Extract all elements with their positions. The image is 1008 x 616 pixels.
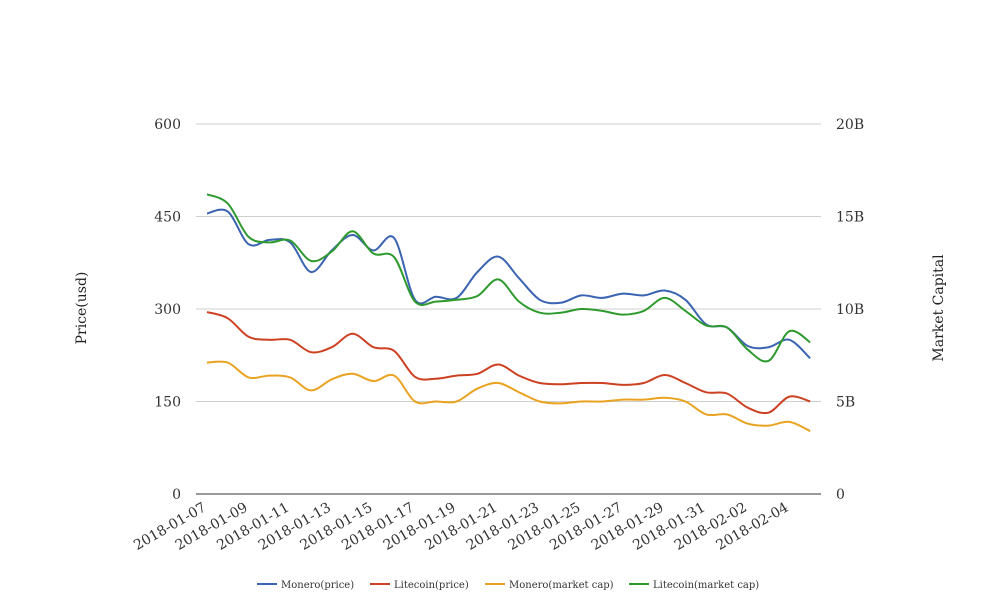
series-line-litecoin-market-cap xyxy=(206,193,811,363)
y2-tick-label: 10B xyxy=(836,302,864,318)
legend-label-monero-price: Monero(price) xyxy=(281,580,354,591)
grid-lines xyxy=(196,123,821,402)
left-axis-ticks: 0 150 300 450 600 xyxy=(154,117,181,503)
y-tick-label: 150 xyxy=(154,395,181,411)
legend-label-monero-market-cap: Monero(market cap) xyxy=(509,580,614,591)
y-tick-label: 0 xyxy=(172,487,181,503)
y-axis-title: Price(usd) xyxy=(74,272,90,345)
y2-tick-label: 15B xyxy=(836,210,864,226)
y-tick-label: 300 xyxy=(154,302,181,318)
series-line-monero-price xyxy=(206,208,811,360)
y-tick-label: 450 xyxy=(154,210,181,226)
y-tick-label: 600 xyxy=(154,117,181,133)
x-axis-ticks: 2018-01-072018-01-092018-01-112018-01-13… xyxy=(131,500,791,554)
series-lines xyxy=(206,193,811,433)
right-axis-ticks: 0 5B 10B 15B 20B xyxy=(836,117,864,503)
y2-tick-label: 0 xyxy=(836,487,845,503)
legend-label-litecoin-price: Litecoin(price) xyxy=(394,580,469,591)
legend-label-litecoin-market-cap: Litecoin(market cap) xyxy=(653,580,759,591)
y2-tick-label: 20B xyxy=(836,117,864,133)
y2-axis-title: Market Capital xyxy=(931,254,947,362)
y2-tick-label: 5B xyxy=(836,395,855,411)
series-line-monero-market-cap xyxy=(206,360,811,433)
legend: Monero(price) Litecoin(price) Monero(marke… xyxy=(257,580,759,591)
series-line-litecoin-price xyxy=(206,311,811,415)
